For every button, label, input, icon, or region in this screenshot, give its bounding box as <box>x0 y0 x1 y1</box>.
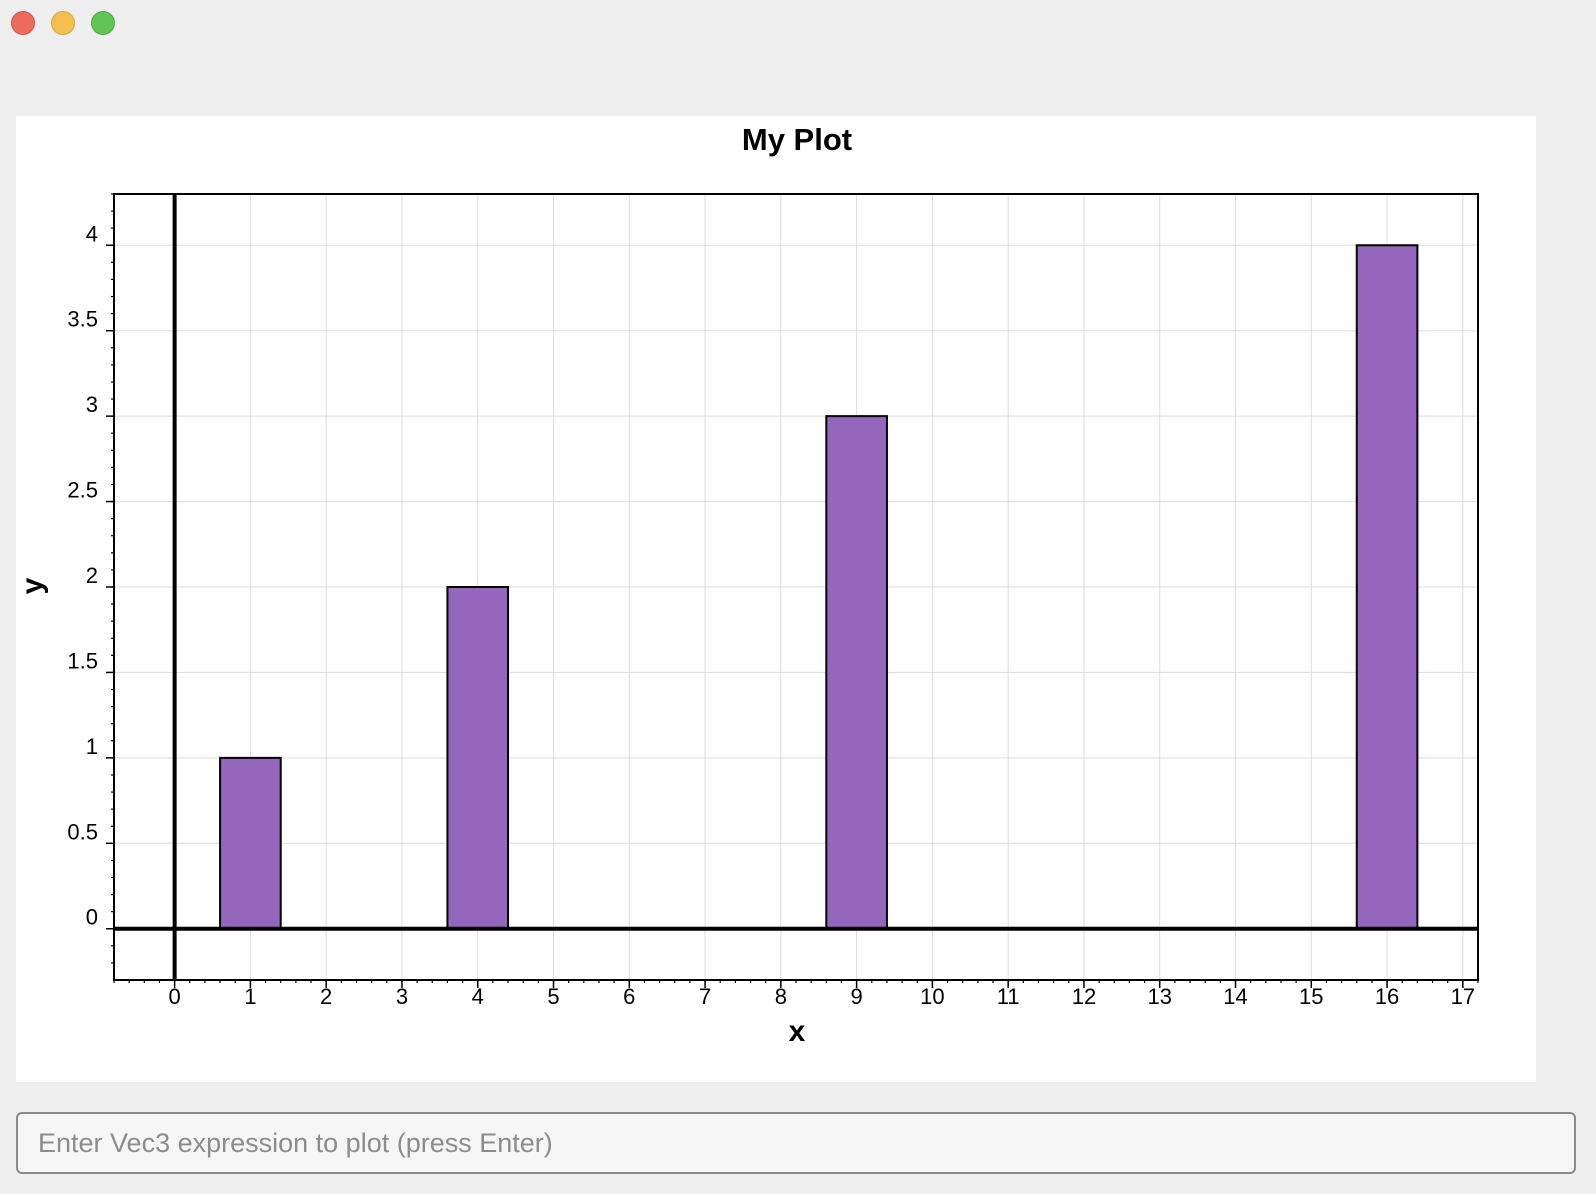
x-tick-label: 16 <box>1375 984 1399 1009</box>
x-tick-label: 8 <box>775 984 787 1009</box>
zero-lines <box>114 194 1478 980</box>
x-tick-label: 9 <box>850 984 862 1009</box>
bars <box>219 244 1419 930</box>
y-axis-label: y <box>16 577 49 594</box>
chart-title: My Plot <box>742 122 852 157</box>
y-tick-label: 2.5 <box>67 478 98 503</box>
x-tick-label: 2 <box>320 984 332 1009</box>
y-tick-label: 4 <box>86 221 98 246</box>
x-ticks: 0 1 2 3 4 5 6 7 8 9 10 11 12 13 14 15 16 17 <box>113 980 1479 1009</box>
x-tick-label: 12 <box>1072 984 1096 1009</box>
x-tick-label: 6 <box>623 984 635 1009</box>
y-tick-label: 0.5 <box>67 819 98 844</box>
bar-4 <box>446 586 510 930</box>
y-tick-label: 3 <box>86 392 98 417</box>
bar-chart: My Plot x y 0 1 2 3 4 5 6 7 8 9 10 11 12 13 14 15 16 17 0… <box>16 122 1479 1048</box>
y-tick-label: 1.5 <box>67 648 98 673</box>
y-ticks: 0 0.5 1 1.5 2 2.5 3 3.5 4 <box>67 193 114 964</box>
x-tick-label: 5 <box>547 984 559 1009</box>
x-tick-label: 17 <box>1451 984 1475 1009</box>
y-tick-label: 1 <box>86 734 98 759</box>
close-window-button[interactable] <box>11 11 35 35</box>
maximize-window-button[interactable] <box>91 11 115 35</box>
x-tick-label: 3 <box>396 984 408 1009</box>
window-titlebar <box>0 0 1596 48</box>
x-tick-label: 15 <box>1299 984 1323 1009</box>
y-tick-label: 2 <box>86 563 98 588</box>
x-tick-label: 7 <box>699 984 711 1009</box>
x-axis-label: x <box>789 1015 806 1048</box>
y-tick-label: 0 <box>86 905 98 930</box>
bar-16 <box>1355 244 1419 930</box>
x-tick-label: 10 <box>920 984 944 1009</box>
x-tick-label: 13 <box>1147 984 1171 1009</box>
bar-9 <box>825 415 888 930</box>
x-tick-label: 11 <box>997 984 1020 1009</box>
x-tick-label: 0 <box>168 984 180 1009</box>
x-tick-label: 1 <box>244 984 256 1009</box>
y-tick-label: 3.5 <box>67 307 98 332</box>
expression-input[interactable] <box>16 1112 1576 1174</box>
x-tick-label: 4 <box>472 984 484 1009</box>
plot-panel: My Plot x y 0 1 2 3 4 5 6 7 8 9 10 11 12 13 14 15 16 17 0… <box>16 116 1536 1082</box>
x-tick-label: 14 <box>1223 984 1247 1009</box>
grid <box>114 194 1478 980</box>
bar-1 <box>219 756 282 930</box>
minimize-window-button[interactable] <box>51 11 75 35</box>
